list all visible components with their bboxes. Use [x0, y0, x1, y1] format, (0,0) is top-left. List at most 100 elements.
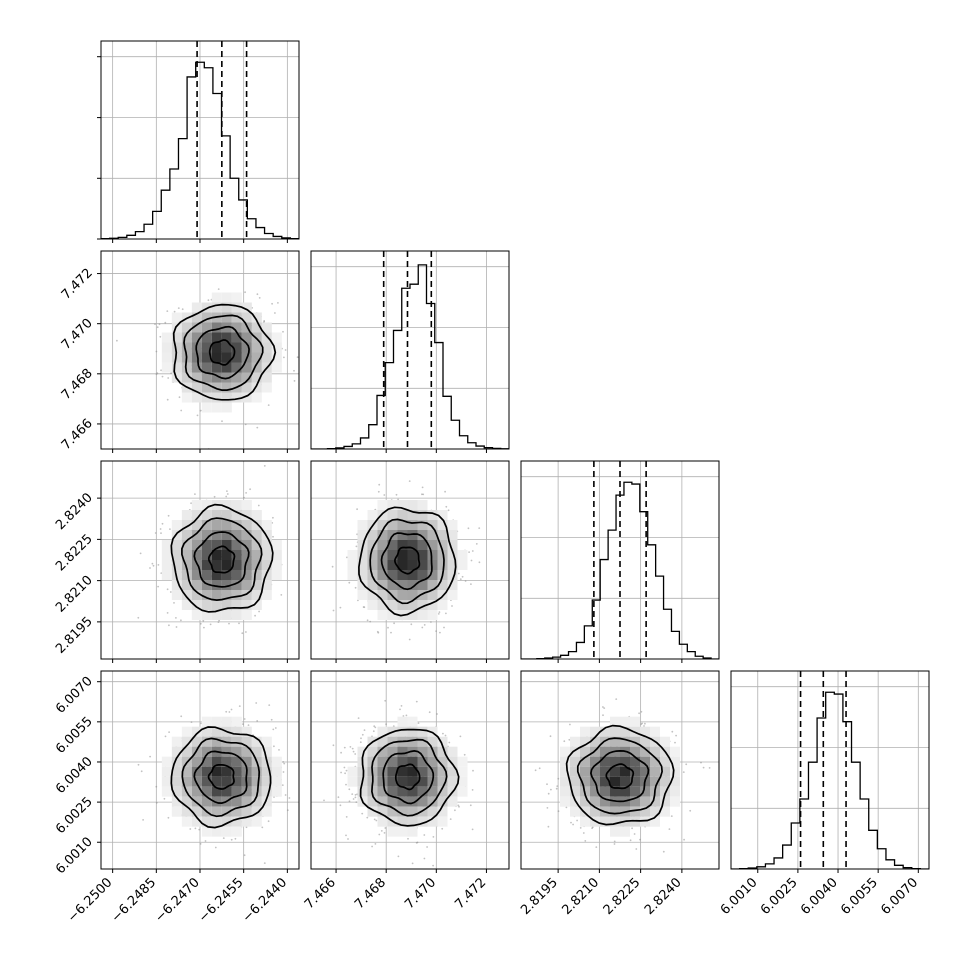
scatter-point [629, 839, 632, 842]
density-cell [437, 590, 448, 600]
scatter-point [225, 495, 228, 498]
density-cell [161, 342, 172, 353]
scatter-point [242, 723, 244, 725]
density-cell [231, 766, 242, 777]
density-cell [367, 746, 378, 757]
density-cell [387, 746, 398, 757]
density-cell [211, 540, 222, 550]
scatter-point [340, 771, 342, 774]
scatter-point [407, 837, 409, 840]
density-cell [171, 580, 182, 590]
y-tick-label: 7.472 [59, 266, 96, 303]
scatter-point [461, 575, 464, 578]
density-cell [231, 776, 242, 787]
density-cell [201, 726, 212, 737]
scatter-point [168, 731, 171, 733]
density-cell [231, 292, 242, 303]
density-cell [211, 382, 222, 393]
density-cell [427, 590, 438, 600]
scatter-point [355, 545, 358, 548]
density-cell [397, 540, 408, 550]
density-cell [231, 746, 242, 757]
density-cell [437, 580, 448, 590]
density-cell [211, 786, 222, 797]
scatter-point [288, 797, 291, 799]
density-cell [427, 756, 438, 767]
scatter-point [563, 740, 566, 743]
scatter-point [408, 480, 411, 482]
density-cell [437, 766, 448, 777]
density-cell [181, 332, 192, 343]
density-cell [447, 766, 458, 777]
density-cell [201, 786, 212, 797]
density-cell [271, 332, 282, 343]
density-cell [211, 570, 222, 580]
density-cell [211, 756, 222, 767]
scatter-point [638, 712, 640, 715]
scatter-point [163, 797, 166, 800]
density-cell [417, 756, 428, 767]
y-tick-label: 6.0010 [53, 834, 96, 877]
density-cell [367, 600, 378, 610]
density-cell [357, 590, 368, 600]
density-cell [417, 736, 428, 747]
density-cell [171, 332, 182, 343]
density-cell [367, 590, 378, 600]
density-cell [447, 590, 458, 600]
density-cell [191, 372, 202, 383]
density-cell [560, 776, 570, 787]
density-cell [221, 352, 232, 363]
scatter-point [374, 843, 377, 845]
density-cell [261, 786, 272, 797]
scatter-point [399, 708, 401, 711]
density-cell [397, 520, 408, 530]
density-cell [241, 796, 252, 807]
density-cell [377, 500, 388, 510]
density-cell [387, 540, 398, 550]
density-cell [161, 756, 172, 767]
y-tick-label: 6.0025 [53, 794, 96, 837]
scatter-point [689, 809, 692, 812]
density-cell [201, 766, 212, 777]
density-cell [357, 786, 368, 797]
density-cell [251, 372, 262, 383]
density-cell [171, 776, 182, 787]
density-cell [231, 302, 242, 313]
scatter-point [221, 420, 223, 423]
density-cell [221, 580, 232, 590]
x-tick-label: 7.472 [452, 875, 489, 912]
density-cell [241, 756, 252, 767]
density-cell [397, 600, 408, 610]
y-tick-label: 6.0040 [53, 754, 96, 797]
scatter-point [214, 846, 217, 849]
density-cell [377, 600, 388, 610]
scatter-point [451, 605, 453, 607]
scatter-point [397, 498, 399, 501]
panel-frame [520, 460, 720, 660]
scatter-point [347, 838, 349, 840]
y-tick-label: 7.470 [59, 316, 96, 353]
density-cell [261, 342, 272, 353]
scatter-point [557, 777, 560, 780]
scatter-point [199, 843, 202, 845]
scatter-point [469, 804, 472, 807]
density-cell [357, 746, 368, 757]
density-cell [367, 530, 378, 540]
density-cell [191, 786, 202, 797]
scatter-point [225, 710, 228, 713]
density-cell [437, 806, 448, 817]
contour-level-1 [183, 314, 264, 391]
density-cell [181, 342, 192, 353]
scatter-point [595, 846, 598, 848]
density-cell [367, 806, 378, 817]
density-cell [457, 560, 468, 570]
scatter-point [160, 369, 163, 372]
panel-frame [310, 670, 510, 870]
scatter-point [181, 308, 184, 311]
panel-2-1 [310, 460, 510, 663]
scatter-point [203, 626, 205, 629]
density-cell [241, 726, 252, 737]
density-cell [367, 580, 378, 590]
density-cell [397, 500, 408, 510]
scatter-point [154, 323, 156, 325]
